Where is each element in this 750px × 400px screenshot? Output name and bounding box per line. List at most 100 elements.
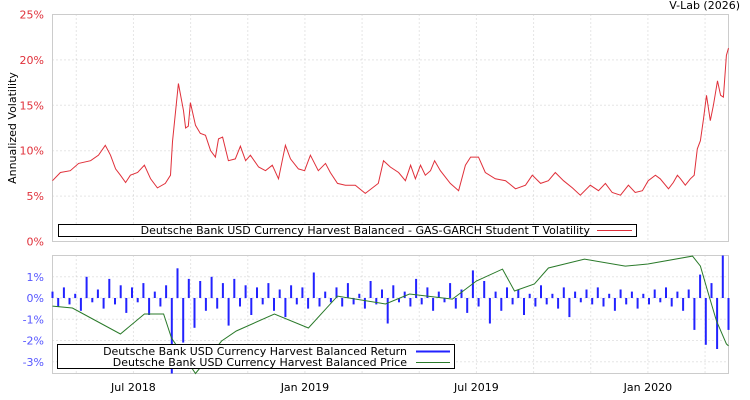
return-bar xyxy=(278,289,281,298)
return-bar xyxy=(682,298,685,311)
return-bar xyxy=(346,283,349,298)
return-bar xyxy=(528,293,531,299)
return-legend-box xyxy=(57,344,455,369)
return-bar xyxy=(335,287,338,298)
return-bar xyxy=(324,291,327,298)
return-bar xyxy=(392,285,395,299)
y-tick-label: 0% xyxy=(27,236,44,249)
return-bar xyxy=(119,285,122,299)
return-bar xyxy=(244,285,247,299)
return-bar xyxy=(500,298,503,311)
return-bar xyxy=(403,291,406,298)
x-tick-label: Jul 2019 xyxy=(453,381,499,394)
y-tick-label: 0% xyxy=(27,292,44,305)
return-bar xyxy=(591,298,594,305)
return-bar xyxy=(488,298,491,324)
y-tick-label: -2% xyxy=(23,335,44,348)
y-tick-label: 15% xyxy=(20,99,44,112)
return-bar xyxy=(704,298,707,345)
return-bar xyxy=(153,291,156,298)
return-bar xyxy=(256,287,258,298)
return-bar xyxy=(386,298,389,324)
return-bar xyxy=(642,293,645,299)
return-bar xyxy=(239,298,241,307)
return-bar xyxy=(68,298,71,305)
return-bar xyxy=(545,298,548,305)
return-bar xyxy=(619,289,622,298)
volatility-plot-frame xyxy=(52,14,729,242)
return-bar xyxy=(557,298,560,309)
return-legend: Deutsche Bank USD Currency Harvest Balan… xyxy=(57,344,455,369)
return-bar xyxy=(187,278,190,298)
return-bar xyxy=(142,283,145,298)
return-bar xyxy=(193,298,196,328)
return-bar xyxy=(363,298,366,309)
return-bar xyxy=(613,298,616,311)
x-tick-label: Jul 2018 xyxy=(110,381,156,394)
return-bar xyxy=(630,291,633,298)
volatility-series-line xyxy=(52,47,729,196)
return-bar xyxy=(62,287,65,298)
return-bar xyxy=(727,298,730,330)
return-bar xyxy=(267,283,270,298)
return-legend-label: Deutsche Bank USD Currency Harvest Balan… xyxy=(103,345,407,358)
y-tick-label: 5% xyxy=(27,190,44,203)
return-bar xyxy=(233,278,236,298)
return-bar xyxy=(602,298,605,307)
return-bar xyxy=(483,281,486,298)
credit-label: V-Lab (2026) xyxy=(669,0,740,12)
date-x-ticks: Jul 2018 Jan 2019 Jul 2019 Jan 2020 xyxy=(110,381,672,394)
return-bar xyxy=(517,289,520,298)
return-bar xyxy=(176,268,179,299)
return-bar xyxy=(57,298,60,307)
y-tick-label: -1% xyxy=(23,313,44,326)
return-bar xyxy=(74,293,77,299)
return-bar xyxy=(204,298,207,311)
return-bar xyxy=(721,255,724,298)
y-tick-label: 10% xyxy=(20,145,44,158)
return-bar xyxy=(636,298,639,309)
return-bar xyxy=(261,298,264,305)
return-bar xyxy=(398,298,400,303)
return-bar xyxy=(301,287,304,298)
return-bar xyxy=(415,278,418,298)
return-bar xyxy=(341,298,344,307)
return-bar xyxy=(699,274,702,298)
return-bar xyxy=(170,298,173,374)
return-bar xyxy=(108,278,111,298)
x-tick-label: Jan 2020 xyxy=(623,381,672,394)
return-bar xyxy=(659,298,662,303)
volatility-panel: 0% 5% 10% 15% 20% 25% Annualized Volatility D… xyxy=(6,9,729,249)
return-bar xyxy=(665,287,667,298)
return-bar xyxy=(221,283,224,298)
y-tick-label: 1% xyxy=(27,271,44,284)
volatility-legend-label: Deutsche Bank USD Currency Harvest Balan… xyxy=(141,224,591,237)
volatility-y-axis-label: Annualized Volatility xyxy=(6,72,19,184)
return-bar xyxy=(710,283,713,298)
return-bar xyxy=(307,298,310,309)
return-bar xyxy=(284,298,287,318)
return-bar xyxy=(375,298,378,305)
return-bar xyxy=(295,298,298,305)
volatility-legend: Deutsche Bank USD Currency Harvest Balan… xyxy=(58,224,637,237)
return-bar xyxy=(369,281,372,298)
return-bar xyxy=(85,276,88,299)
volatility-legend-box xyxy=(58,224,637,237)
y-tick-label: 25% xyxy=(20,9,44,22)
return-bar xyxy=(437,291,440,298)
return-bar xyxy=(568,298,571,318)
volatility-grid xyxy=(52,14,729,242)
return-bar xyxy=(506,287,508,298)
return-bars xyxy=(51,255,730,374)
return-bar xyxy=(79,298,82,311)
y-tick-label: 20% xyxy=(20,54,44,67)
return-bar xyxy=(318,298,321,307)
return-bar xyxy=(466,298,469,313)
return-bar xyxy=(523,298,525,315)
return-bar xyxy=(443,298,446,303)
return-bar xyxy=(676,291,679,298)
return-bar xyxy=(114,298,116,305)
return-bar xyxy=(210,276,213,299)
x-tick-label: Jan 2019 xyxy=(280,381,329,394)
return-bar xyxy=(653,289,656,298)
